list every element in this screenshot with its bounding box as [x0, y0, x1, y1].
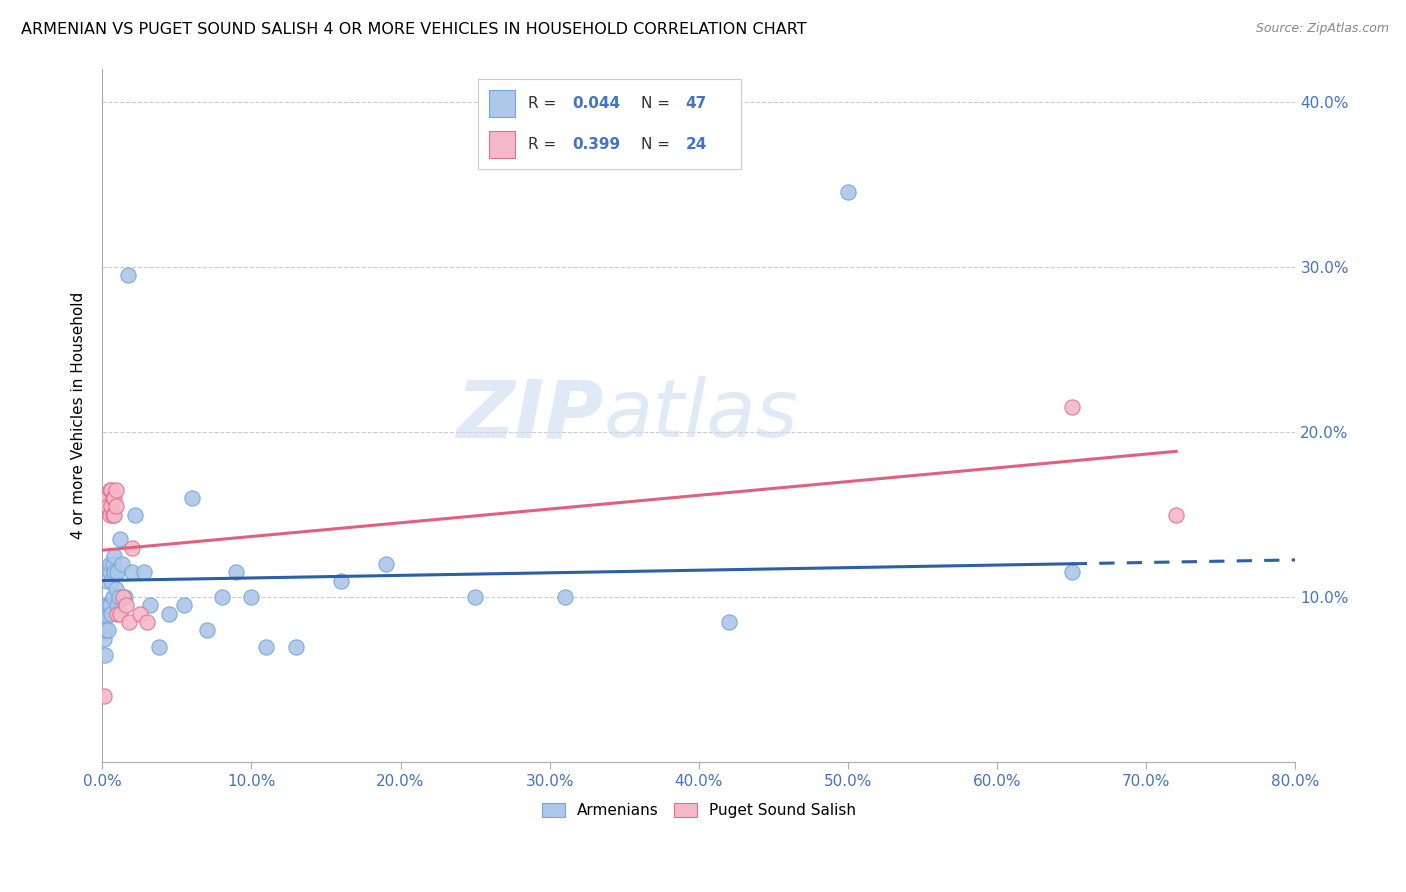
- Point: [94, 500, 117, 514]
- Point: [101, 557, 124, 571]
- Point: [139, 599, 162, 613]
- Point: [105, 607, 128, 621]
- Point: [93, 615, 115, 629]
- Point: [1166, 508, 1188, 522]
- Point: [98, 566, 121, 580]
- Point: [97, 500, 120, 514]
- Point: [100, 574, 122, 588]
- Point: [173, 599, 195, 613]
- Point: [100, 607, 122, 621]
- Point: [225, 566, 247, 580]
- Point: [96, 599, 118, 613]
- Point: [96, 491, 118, 505]
- Point: [128, 607, 150, 621]
- Point: [107, 591, 129, 605]
- Legend: Armenians, Puget Sound Salish: Armenians, Puget Sound Salish: [536, 797, 862, 824]
- Point: [148, 640, 170, 654]
- Point: [100, 500, 122, 514]
- Point: [105, 566, 128, 580]
- Point: [101, 491, 124, 505]
- Point: [101, 591, 124, 605]
- Point: [254, 640, 277, 654]
- Point: [329, 574, 352, 588]
- Point: [105, 599, 128, 613]
- Point: [1060, 566, 1083, 580]
- Text: atlas: atlas: [603, 376, 799, 455]
- Point: [374, 557, 396, 571]
- Point: [195, 624, 218, 638]
- Point: [837, 186, 859, 200]
- Text: Source: ZipAtlas.com: Source: ZipAtlas.com: [1256, 22, 1389, 36]
- Point: [114, 591, 136, 605]
- Point: [110, 557, 132, 571]
- Point: [115, 599, 138, 613]
- Text: ZIP: ZIP: [456, 376, 603, 455]
- Point: [96, 574, 118, 588]
- Point: [94, 624, 117, 638]
- Point: [108, 533, 131, 547]
- Point: [94, 648, 117, 662]
- Point: [103, 491, 125, 505]
- Point: [104, 582, 127, 596]
- Point: [104, 483, 127, 497]
- Point: [554, 591, 576, 605]
- Point: [285, 640, 308, 654]
- Point: [157, 607, 180, 621]
- Point: [118, 615, 141, 629]
- Point: [112, 591, 135, 605]
- Point: [94, 607, 117, 621]
- Point: [121, 566, 143, 580]
- Point: [103, 549, 125, 563]
- Point: [117, 268, 139, 282]
- Point: [101, 508, 124, 522]
- Point: [93, 632, 115, 646]
- Point: [98, 599, 121, 613]
- Point: [240, 591, 263, 605]
- Point: [180, 491, 202, 505]
- Point: [93, 690, 115, 704]
- Point: [464, 591, 486, 605]
- Point: [100, 483, 122, 497]
- Point: [121, 541, 143, 555]
- Point: [103, 508, 125, 522]
- Point: [124, 508, 146, 522]
- Point: [136, 615, 159, 629]
- Point: [98, 557, 121, 571]
- Point: [103, 566, 125, 580]
- Point: [97, 599, 120, 613]
- Point: [97, 624, 120, 638]
- Point: [211, 591, 233, 605]
- Point: [108, 607, 131, 621]
- Y-axis label: 4 or more Vehicles in Household: 4 or more Vehicles in Household: [72, 292, 86, 539]
- Point: [1060, 401, 1083, 415]
- Point: [104, 500, 127, 514]
- Text: ARMENIAN VS PUGET SOUND SALISH 4 OR MORE VEHICLES IN HOUSEHOLD CORRELATION CHART: ARMENIAN VS PUGET SOUND SALISH 4 OR MORE…: [21, 22, 807, 37]
- Point: [98, 508, 121, 522]
- Point: [132, 566, 155, 580]
- Point: [717, 615, 740, 629]
- Point: [98, 483, 121, 497]
